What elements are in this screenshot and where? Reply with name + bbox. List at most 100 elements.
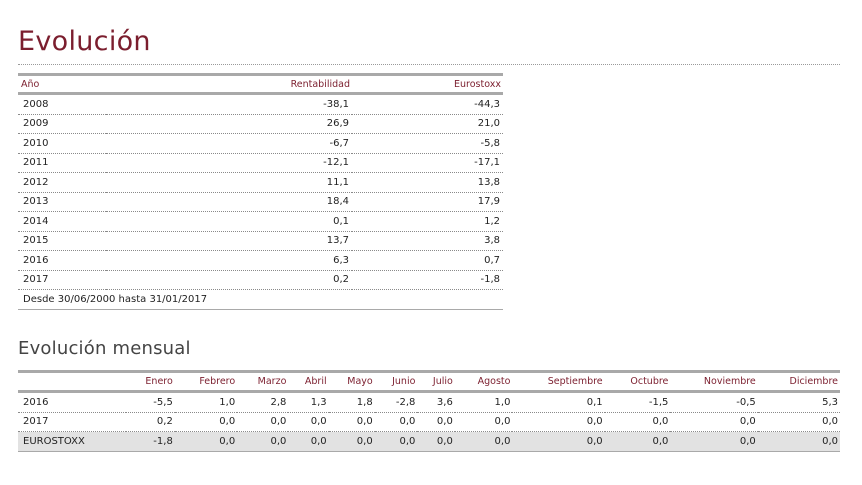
month-header: Junio	[374, 370, 418, 393]
table-row: 2009 26,9 21,0	[18, 114, 503, 134]
date-range-note: Desde 30/06/2000 hasta 31/01/2017	[18, 289, 503, 310]
monthly-header-row: Enero Febrero Marzo Abril Mayo Junio Julio Agos…	[18, 370, 840, 393]
month-value-cell: 1,8	[328, 391, 375, 413]
year-cell: 2009	[18, 114, 106, 134]
month-value-cell: 0,0	[670, 412, 758, 432]
month-value-cell: 3,6	[417, 391, 455, 413]
month-header: Septiembre	[512, 370, 605, 393]
month-value-cell: 0,0	[757, 431, 840, 452]
eurostoxx-cell: 1,2	[352, 211, 503, 232]
table-row: 2014 0,1 1,2	[18, 211, 503, 232]
table-row: 2016 -5,5 1,0 2,8 1,3 1,8 -2,8 3,6 1,0 0,1 -1,5 -0,…	[18, 391, 840, 413]
month-header: Marzo	[237, 370, 289, 393]
month-value-cell: 1,0	[174, 391, 238, 413]
month-value-cell: -0,5	[670, 391, 758, 413]
month-value-cell: 0,0	[374, 412, 418, 432]
month-header: Agosto	[454, 370, 513, 393]
month-value-cell: 0,0	[174, 431, 238, 452]
month-value-cell: 0,0	[604, 412, 671, 432]
month-header: Diciembre	[757, 370, 840, 393]
annual-header-row: Año Rentabilidad Eurostoxx	[18, 73, 503, 95]
month-value-cell: 0,0	[174, 412, 238, 432]
table-row: 2017 0,2 -1,8	[18, 270, 503, 290]
table-row: 2011 -12,1 -17,1	[18, 153, 503, 173]
month-header: Julio	[417, 370, 455, 393]
eurostoxx-cell: 13,8	[352, 172, 503, 193]
eurostoxx-cell: 3,8	[352, 231, 503, 251]
month-header: Noviembre	[670, 370, 758, 393]
year-cell: 2010	[18, 133, 106, 154]
month-value-cell: -1,5	[604, 391, 671, 413]
rentabilidad-cell: 0,2	[106, 270, 352, 290]
table-row: 2016 6,3 0,7	[18, 250, 503, 271]
month-value-cell: 0,0	[417, 412, 455, 432]
table-row: 2012 11,1 13,8	[18, 172, 503, 193]
header-eurostoxx: Eurostoxx	[352, 73, 503, 95]
month-value-cell: 0,0	[237, 431, 289, 452]
year-cell: 2013	[18, 192, 106, 212]
header-blank	[18, 370, 126, 393]
month-value-cell: 0,0	[288, 412, 329, 432]
rentabilidad-cell: 26,9	[106, 114, 352, 134]
table-row: 2013 18,4 17,9	[18, 192, 503, 212]
page-title: Evolución	[18, 26, 151, 57]
year-cell: 2015	[18, 231, 106, 251]
month-value-cell: 0,0	[328, 412, 375, 432]
month-header: Abril	[288, 370, 329, 393]
month-value-cell: 0,0	[454, 412, 513, 432]
annual-evolution-table: Año Rentabilidad Eurostoxx 2008 -38,1 -44,…	[18, 73, 503, 310]
month-value-cell: 0,0	[417, 431, 455, 452]
rentabilidad-cell: -6,7	[106, 133, 352, 154]
month-value-cell: 0,0	[237, 412, 289, 432]
month-header: Febrero	[174, 370, 238, 393]
rentabilidad-cell: 18,4	[106, 192, 352, 212]
year-cell: 2017	[18, 270, 106, 290]
month-value-cell: 1,0	[454, 391, 513, 413]
table-row: 2015 13,7 3,8	[18, 231, 503, 251]
eurostoxx-cell: -5,8	[352, 133, 503, 154]
date-range-row: Desde 30/06/2000 hasta 31/01/2017	[18, 289, 503, 310]
year-cell: 2008	[18, 93, 106, 115]
eurostoxx-cell: 21,0	[352, 114, 503, 134]
rentabilidad-cell: 13,7	[106, 231, 352, 251]
eurostoxx-cell: -44,3	[352, 93, 503, 115]
year-cell: 2014	[18, 211, 106, 232]
monthly-evolution-table: Enero Febrero Marzo Abril Mayo Junio Julio Agos…	[18, 370, 840, 452]
month-value-cell: 0,0	[512, 412, 605, 432]
month-value-cell: -2,8	[374, 391, 418, 413]
header-year: Año	[18, 73, 106, 95]
eurostoxx-cell: 17,9	[352, 192, 503, 212]
month-value-cell: 0,0	[288, 431, 329, 452]
month-value-cell: 0,0	[670, 431, 758, 452]
row-label: EUROSTOXX	[18, 431, 126, 452]
rentabilidad-cell: 6,3	[106, 250, 352, 271]
row-label: 2016	[18, 391, 126, 413]
rentabilidad-cell: 11,1	[106, 172, 352, 193]
table-row: EUROSTOXX -1,8 0,0 0,0 0,0 0,0 0,0 0,0 0,0 0,0 0,0…	[18, 431, 840, 452]
month-header: Enero	[125, 370, 175, 393]
table-row: 2010 -6,7 -5,8	[18, 133, 503, 154]
row-label: 2017	[18, 412, 126, 432]
rentabilidad-cell: -12,1	[106, 153, 352, 173]
table-row: 2017 0,2 0,0 0,0 0,0 0,0 0,0 0,0 0,0 0,0 0,0 0,0 0,0	[18, 412, 840, 432]
month-header: Octubre	[604, 370, 671, 393]
month-value-cell: 0,0	[374, 431, 418, 452]
eurostoxx-cell: -1,8	[352, 270, 503, 290]
header-rentabilidad: Rentabilidad	[106, 73, 352, 95]
title-divider	[18, 64, 840, 65]
month-value-cell: 5,3	[757, 391, 840, 413]
month-value-cell: 0,0	[512, 431, 605, 452]
month-value-cell: 0,0	[604, 431, 671, 452]
month-value-cell: 0,2	[125, 412, 175, 432]
eurostoxx-cell: -17,1	[352, 153, 503, 173]
rentabilidad-cell: 0,1	[106, 211, 352, 232]
month-value-cell: 0,0	[757, 412, 840, 432]
year-cell: 2012	[18, 172, 106, 193]
section-title-monthly: Evolución mensual	[18, 338, 191, 359]
rentabilidad-cell: -38,1	[106, 93, 352, 115]
month-value-cell: 0,0	[454, 431, 513, 452]
year-cell: 2011	[18, 153, 106, 173]
eurostoxx-cell: 0,7	[352, 250, 503, 271]
month-value-cell: 1,3	[288, 391, 329, 413]
month-value-cell: 0,0	[328, 431, 375, 452]
